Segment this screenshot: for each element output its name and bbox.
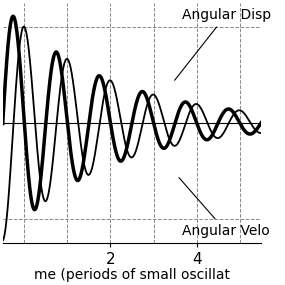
X-axis label: me (periods of small oscillat: me (periods of small oscillat	[34, 268, 230, 282]
Text: Angular Velo: Angular Velo	[179, 178, 269, 238]
Text: Angular Disp: Angular Disp	[175, 8, 271, 80]
